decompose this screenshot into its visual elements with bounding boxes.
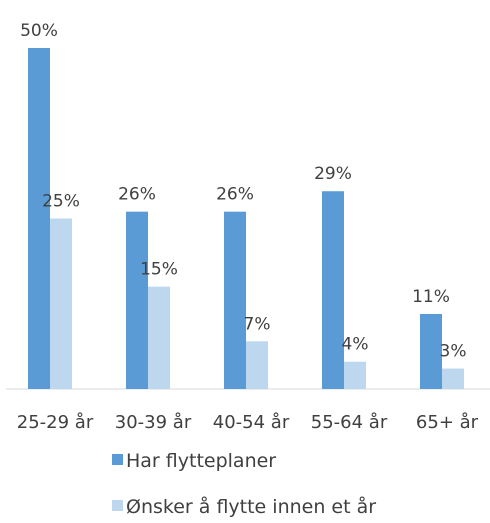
legend-label-series-2: Ønsker å flytte innen et år: [126, 495, 376, 518]
legend: Har flytteplaner Ønsker å flytte innen et…: [112, 450, 376, 518]
bar-25-29-r-series-2: [50, 219, 72, 390]
data-label-25-29-r-series-1: 50%: [20, 21, 58, 41]
bar-55-64-r-series-2: [344, 362, 366, 389]
x-tick-label-55-64-r: 55-64 år: [311, 412, 388, 433]
data-label-30-39-r-series-1: 26%: [118, 185, 156, 205]
data-label-55-64-r-series-2: 4%: [342, 335, 369, 355]
data-label-25-29-r-series-2: 25%: [42, 192, 80, 212]
legend-swatch-series-1: [112, 454, 123, 465]
bar-65-r-series-2: [442, 369, 464, 389]
data-label-55-64-r-series-1: 29%: [314, 164, 352, 184]
bar-30-39-r-series-2: [148, 287, 170, 389]
data-label-65-r-series-1: 11%: [412, 287, 450, 307]
data-label-30-39-r-series-2: 15%: [140, 260, 178, 280]
x-tick-label-65-r: 65+ år: [416, 412, 479, 433]
bar-25-29-r-series-1: [28, 48, 50, 389]
bar-30-39-r-series-1: [126, 212, 148, 389]
bar-55-64-r-series-1: [322, 191, 344, 389]
data-label-65-r-series-2: 3%: [440, 342, 467, 362]
x-tick-label-25-29-r: 25-29 år: [17, 412, 94, 433]
bar-40-54-r-series-2: [246, 341, 268, 389]
bar-40-54-r-series-1: [224, 212, 246, 389]
legend-label-series-1: Har flytteplaner: [126, 450, 276, 472]
legend-swatch-series-2: [112, 500, 123, 511]
x-tick-label-40-54-r: 40-54 år: [213, 412, 290, 433]
data-label-40-54-r-series-2: 7%: [244, 314, 271, 334]
data-label-40-54-r-series-1: 26%: [216, 185, 254, 205]
x-tick-labels: 25-29 år 30-39 år 40-54 år 55-64 år 65+ år: [17, 412, 479, 433]
x-tick-label-30-39-r: 30-39 år: [115, 412, 192, 433]
bars: [28, 48, 464, 389]
